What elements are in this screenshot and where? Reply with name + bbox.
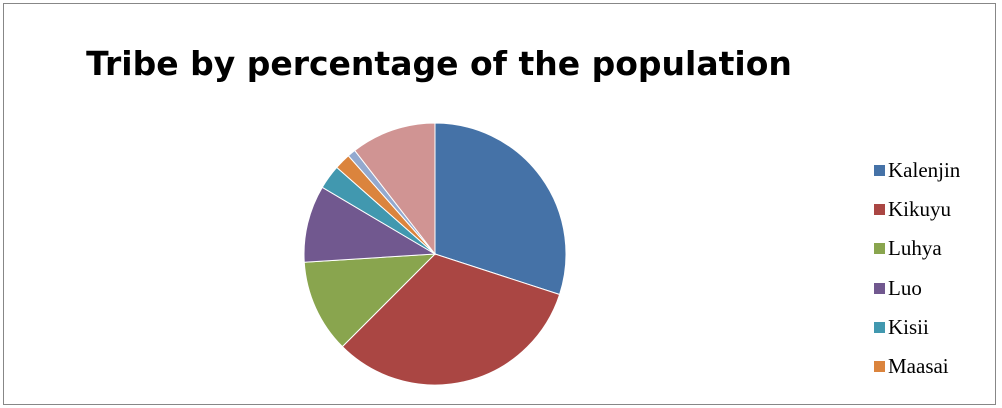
legend-item-kisii: Kisii (874, 308, 960, 347)
legend-swatch (874, 321, 885, 333)
legend-label: Kalenjin (888, 158, 961, 183)
pie-slice-unlabeled-7 (354, 122, 436, 256)
legend-item-kalenjin: Kalenjin (874, 151, 960, 190)
legend-swatch (874, 361, 885, 373)
pie-slice-kikuyu (341, 253, 561, 386)
legend-label: Kikuyu (888, 197, 951, 222)
legend-item-luhya: Luhya (874, 229, 960, 268)
legend-label: Maasai (888, 354, 949, 379)
legend-label: Luo (888, 275, 922, 300)
legend-item-kikuyu: Kikuyu (874, 190, 960, 229)
chart-frame: Tribe by percentage of the population Ka… (3, 3, 996, 405)
legend-label: Kisii (888, 314, 929, 339)
pie-slice-luhya (303, 253, 437, 348)
legend-swatch (874, 165, 885, 177)
legend: Kalenjin Kikuyu Luhya Luo Kisii Maasai (874, 151, 960, 386)
legend-swatch (874, 282, 885, 294)
chart-title: Tribe by percentage of the population (86, 44, 792, 83)
legend-swatch (874, 243, 885, 255)
legend-label: Luhya (888, 236, 942, 261)
legend-swatch (874, 204, 885, 216)
pie-chart (303, 122, 567, 386)
pie-slice-kalenjin (434, 122, 567, 296)
legend-item-maasai: Maasai (874, 347, 960, 386)
pie-slice-luo (303, 186, 437, 263)
legend-item-luo: Luo (874, 269, 960, 308)
